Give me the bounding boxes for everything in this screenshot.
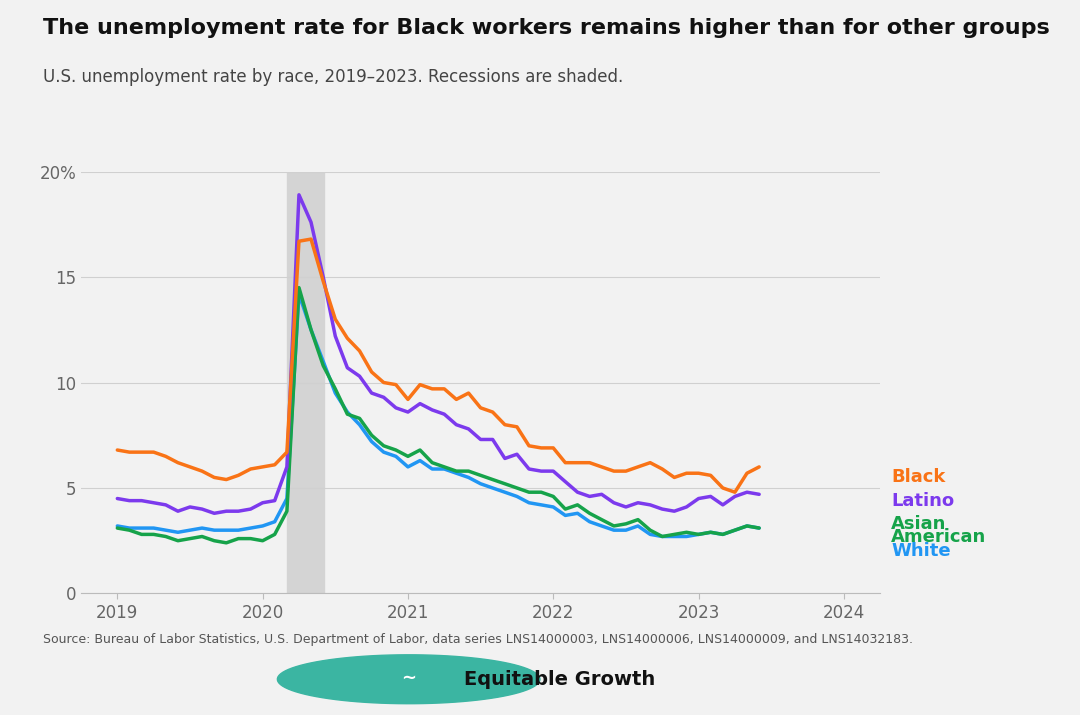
Text: Source: Bureau of Labor Statistics, U.S. Department of Labor, data series LNS140: Source: Bureau of Labor Statistics, U.S.…	[43, 633, 914, 646]
Polygon shape	[278, 655, 540, 704]
Text: U.S. unemployment rate by race, 2019–2023. Recessions are shaded.: U.S. unemployment rate by race, 2019–202…	[43, 68, 623, 86]
Bar	[287, 172, 324, 593]
Text: American: American	[891, 528, 986, 546]
Text: Black: Black	[891, 468, 945, 486]
Text: White: White	[891, 542, 950, 561]
Text: The unemployment rate for Black workers remains higher than for other groups: The unemployment rate for Black workers …	[43, 18, 1050, 38]
Text: Equitable Growth: Equitable Growth	[464, 670, 656, 689]
Text: Latino: Latino	[891, 492, 954, 510]
Text: Asian: Asian	[891, 515, 946, 533]
Text: ∼: ∼	[401, 669, 416, 687]
